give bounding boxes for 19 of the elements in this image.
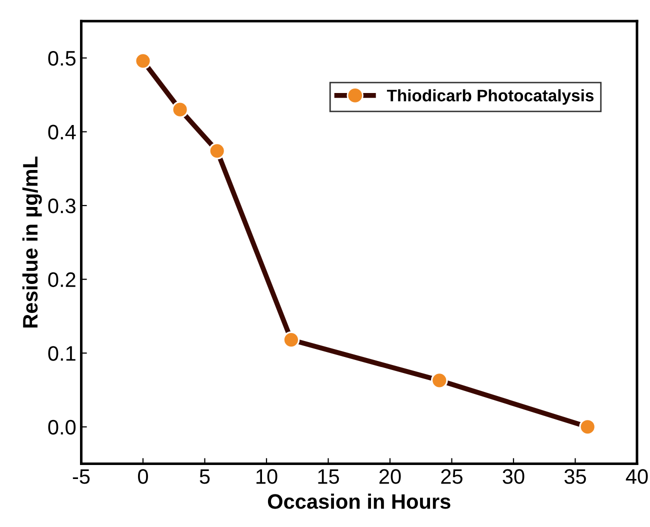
y-tick-label: 0.0 — [48, 420, 76, 435]
x-axis-title: Occasion in Hours — [268, 494, 450, 509]
x-tick-label: 0 — [138, 469, 148, 484]
y-tick-label: 0.5 — [48, 50, 76, 66]
legend-label: Thiodicarb Photocatalysis — [386, 89, 594, 105]
x-tick-label: 20 — [379, 469, 401, 484]
x-tick-label: 25 — [441, 469, 462, 484]
y-tick-label: 0.3 — [48, 198, 76, 214]
x-tick-label: -5 — [72, 469, 90, 484]
y-tick-label: 0.1 — [48, 346, 76, 361]
x-tick-label: 15 — [318, 469, 339, 484]
y-tick-label: 0.4 — [48, 124, 76, 140]
x-tick-label: 40 — [626, 469, 648, 484]
x-tick-label: 10 — [256, 469, 278, 484]
x-tick-label: 5 — [200, 469, 210, 484]
y-axis-title: Residue in µg/mL — [22, 156, 42, 328]
y-tick-label: 0.2 — [48, 272, 76, 288]
x-tick-label: 35 — [564, 469, 586, 484]
x-tick-label: 30 — [502, 469, 524, 484]
